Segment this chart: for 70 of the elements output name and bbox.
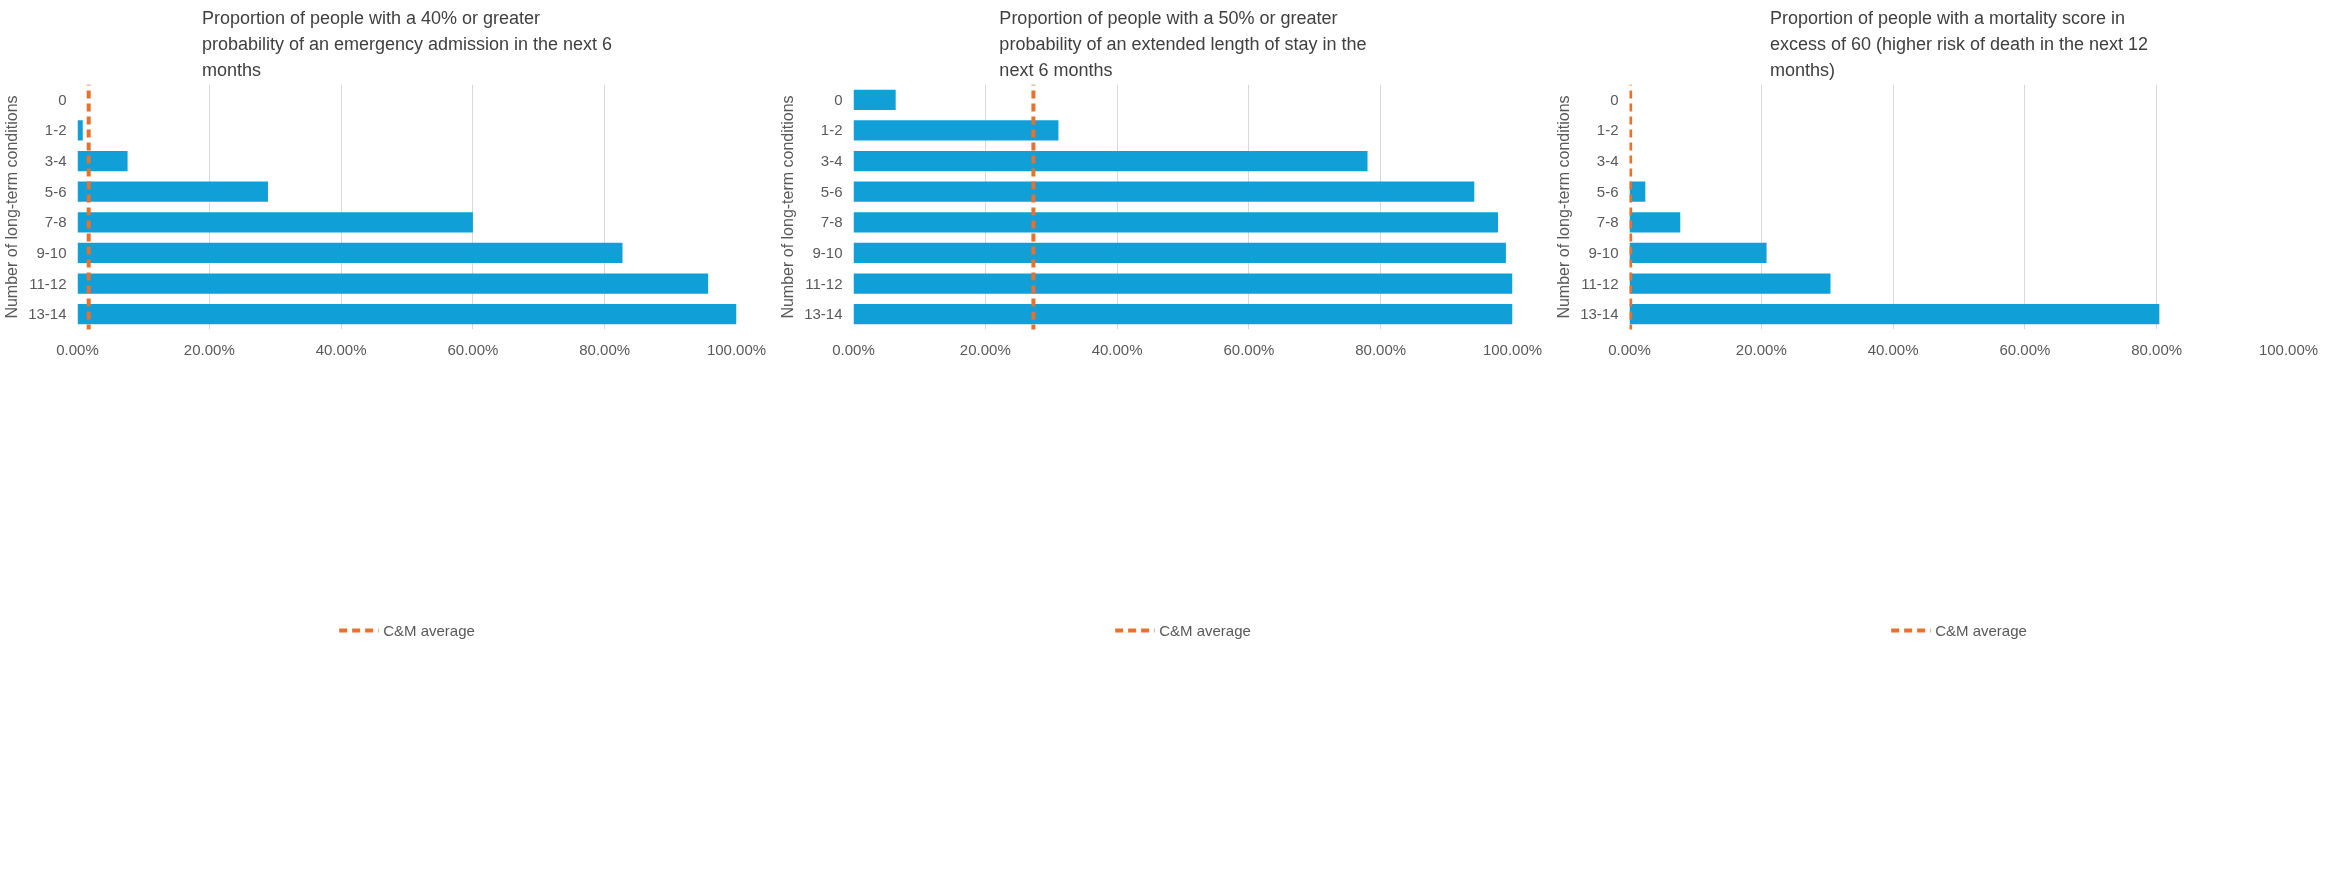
x-tick-label: 20.00% (183, 340, 235, 358)
y-tick-label: 13-14 (28, 305, 67, 323)
bar (77, 242, 623, 264)
x-tick-label: 40.00% (1867, 340, 1919, 358)
x-tick-label: 80.00% (1355, 340, 1407, 358)
y-tick-label: 7-8 (44, 213, 67, 231)
y-axis-title: Number of long-term conditions (1555, 95, 1573, 319)
y-tick-label: 5-6 (44, 182, 67, 200)
y-tick-label: 0 (834, 90, 843, 108)
x-tick-label: 40.00% (1091, 340, 1143, 358)
bar (77, 212, 473, 233)
legend-label: C&M average (1935, 621, 2027, 639)
y-tick-label: 9-10 (812, 243, 843, 261)
x-tick-label: 100.00% (706, 340, 767, 358)
legend-label: C&M average (1159, 621, 1251, 639)
y-axis-title: Number of long-term conditions (3, 95, 21, 319)
y-axis-title: Number of long-term conditions (779, 95, 797, 319)
x-tick-label: 60.00% (1999, 340, 2051, 358)
bar (853, 273, 1513, 294)
y-tick-label: 7-8 (1596, 213, 1619, 231)
y-tick-label: 7-8 (820, 213, 843, 231)
y-tick-label: 13-14 (1580, 305, 1619, 323)
bar (853, 181, 1475, 202)
y-tick-label: 13-14 (804, 305, 843, 323)
y-tick-label: 11-12 (805, 274, 843, 292)
x-tick-label: 20.00% (959, 340, 1011, 358)
bar (1629, 273, 1831, 294)
y-tick-label: 3-4 (820, 152, 843, 170)
x-tick-label: 60.00% (447, 340, 499, 358)
x-tick-label: 80.00% (2131, 340, 2183, 358)
y-tick-label: 11-12 (1581, 274, 1619, 292)
y-tick-label: 1-2 (820, 121, 843, 139)
x-tick-label: 80.00% (579, 340, 631, 358)
bar (77, 120, 83, 141)
bar (853, 89, 896, 110)
x-tick-label: 0.00% (56, 340, 99, 358)
y-tick-label: 3-4 (44, 152, 67, 170)
y-tick-label: 9-10 (36, 243, 67, 261)
x-tick-label: 60.00% (1223, 340, 1275, 358)
chart-title: Proportion of people with a 40% or greater probability of an emergency admission in the next 6 months (201, 7, 613, 80)
legend-label: C&M average (383, 621, 475, 639)
x-tick-label: 0.00% (1608, 340, 1651, 358)
bar (77, 273, 709, 294)
y-tick-label: 0 (58, 90, 67, 108)
chart-title: Proportion of people with a mortality score in excess of 60 (higher risk of death in the next 12 months) (1769, 7, 2149, 80)
bar (1629, 212, 1681, 233)
x-tick-label: 100.00% (2258, 340, 2319, 358)
y-tick-label: 1-2 (44, 121, 67, 139)
x-tick-label: 20.00% (1735, 340, 1787, 358)
bar (77, 304, 737, 325)
bar (853, 120, 1059, 141)
x-tick-label: 0.00% (832, 340, 875, 358)
y-tick-label: 3-4 (1596, 152, 1619, 170)
bar (77, 181, 268, 202)
bar (853, 304, 1513, 325)
y-tick-label: 5-6 (820, 182, 843, 200)
y-tick-label: 1-2 (1596, 121, 1619, 139)
x-tick-label: 40.00% (315, 340, 367, 358)
chart-title: Proportion of people with a 50% or greater probability of an extended length of stay in the next 6 months (999, 7, 1367, 80)
bar (77, 150, 128, 172)
y-tick-label: 9-10 (1588, 243, 1619, 261)
bar (853, 242, 1506, 264)
bar (1629, 242, 1767, 264)
y-tick-label: 11-12 (29, 274, 67, 292)
y-tick-label: 0 (1610, 90, 1619, 108)
bar (1629, 304, 2160, 325)
x-tick-label: 100.00% (1482, 340, 1543, 358)
y-tick-label: 5-6 (1596, 182, 1619, 200)
bar (853, 212, 1498, 233)
bar (853, 150, 1368, 172)
